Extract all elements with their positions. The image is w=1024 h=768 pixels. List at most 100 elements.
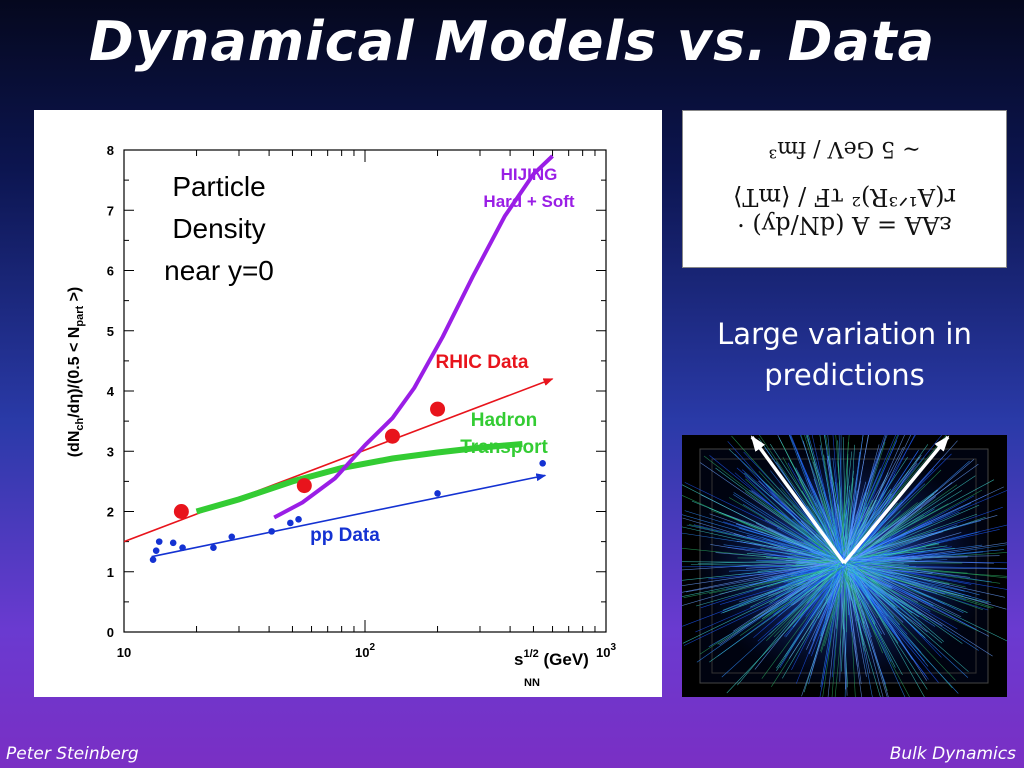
- particle-track: [845, 563, 926, 639]
- pp-data-point: [287, 519, 294, 527]
- rhic-fit-arrow: [123, 378, 554, 543]
- x-tick-label: 102: [355, 642, 375, 660]
- particle-track: [846, 564, 1007, 569]
- particle-track: [844, 556, 968, 561]
- pp-data-point: [295, 516, 302, 523]
- particle-track: [703, 455, 848, 567]
- particle-track: [753, 561, 843, 638]
- particle-track: [788, 566, 849, 659]
- hadron-transport-label: Transport: [460, 437, 548, 458]
- particle-track: [750, 559, 846, 608]
- y-axis-label-part: /dη)/(0.5 < N: [66, 327, 83, 418]
- x-axis-label-subscript: NN: [524, 677, 540, 689]
- particle-track: [709, 563, 847, 663]
- particle-track: [733, 492, 845, 564]
- particle-track: [841, 558, 848, 696]
- particle-track: [826, 563, 847, 604]
- y-tick-label: 8: [107, 143, 114, 158]
- x-tick-base: 10: [596, 645, 610, 660]
- pp-data-point: [149, 556, 157, 563]
- particle-track: [717, 561, 847, 657]
- particle-track: [848, 565, 1007, 577]
- particle-track: [824, 567, 849, 646]
- particle-track: [811, 561, 849, 657]
- y-tick-label: 0: [107, 625, 114, 640]
- x-tick-label-group: 10: [117, 645, 131, 660]
- pp-data-point: [152, 547, 160, 554]
- y-tick-label: 6: [107, 264, 114, 279]
- chart-panel: 0 1 2 3 4 5 6 7 8 10 102 103 s1/2 (GeV) NN (dNch/dη)/(…: [34, 110, 662, 697]
- collision-event-display: [682, 435, 1007, 697]
- particle-track: [841, 560, 990, 637]
- particle-track: [845, 490, 1007, 559]
- jet-arrow-right: [842, 435, 950, 565]
- y-axis-label-part: >): [66, 287, 83, 306]
- particle-track: [847, 566, 873, 697]
- rhic-data-label: RHIC Data: [436, 352, 529, 373]
- particle-track: [842, 463, 979, 563]
- y-axis-label: (dNch/dη)/(0.5 < Npart >): [66, 287, 86, 458]
- x-axis-label-part: (GeV): [544, 650, 589, 669]
- x-tick-base: 10: [355, 645, 369, 660]
- particle-track: [848, 542, 936, 568]
- particle-track: [761, 565, 848, 619]
- particle-track: [844, 563, 862, 685]
- particle-track: [844, 559, 977, 630]
- particle-track: [765, 483, 845, 566]
- particle-track: [811, 435, 843, 568]
- particle-track: [691, 500, 841, 562]
- particle-track: [842, 444, 929, 563]
- particle-track: [746, 535, 840, 559]
- particle-track: [845, 561, 920, 584]
- formula-panel: ~ 5 GeV / fm³ εAA = A (dN/dy) · r(A¹ᐟ³R)…: [682, 110, 1007, 268]
- particle-track: [838, 565, 936, 627]
- y-tick-label: 7: [107, 203, 114, 218]
- particle-track: [828, 564, 841, 609]
- particle-track: [684, 482, 843, 559]
- particle-track: [697, 559, 840, 564]
- x-axis-label: s1/2 (GeV): [514, 648, 589, 669]
- particle-track: [803, 563, 845, 693]
- formula-energy-density-equation: εAA = A (dN/dy) · r(A¹ᐟ³R)² τF / ⟨mT⟩: [732, 183, 957, 239]
- particle-track: [847, 451, 919, 559]
- particle-track: [837, 504, 850, 562]
- particle-track: [795, 558, 847, 684]
- y-tick-label: 5: [107, 324, 114, 339]
- particle-track: [846, 564, 969, 672]
- particle-track: [759, 558, 846, 582]
- particle-track: [841, 435, 897, 561]
- particle-track: [693, 524, 841, 561]
- particle-track: [682, 495, 840, 567]
- particle-track: [731, 435, 847, 565]
- x-tick-label: 103: [596, 642, 616, 660]
- particle-track: [795, 467, 846, 563]
- particle-track: [766, 554, 847, 561]
- note-line-2: predictions: [764, 358, 925, 392]
- particle-track: [847, 559, 925, 697]
- particle-track: [841, 493, 935, 563]
- particle-track: [841, 567, 980, 632]
- particle-track: [842, 561, 885, 635]
- particle-track: [817, 565, 845, 619]
- pp-data-point: [169, 539, 177, 547]
- footer-topic: Bulk Dynamics: [889, 744, 1016, 764]
- particle-track: [682, 559, 847, 593]
- particle-track: [847, 496, 936, 566]
- particle-track: [840, 506, 868, 564]
- particle-track: [755, 523, 843, 567]
- particle-track: [744, 472, 844, 562]
- particle-track: [845, 565, 969, 678]
- pp-fit-arrow: [151, 473, 547, 558]
- pp-data-point: [155, 538, 163, 545]
- particle-track: [839, 566, 910, 697]
- rhic-data-point: [296, 478, 312, 494]
- particle-track: [737, 558, 844, 686]
- pp-data-point: [228, 533, 236, 541]
- particle-track: [820, 567, 842, 687]
- particle-track: [827, 435, 841, 563]
- hijing-curve: [273, 154, 554, 520]
- mirrored-formula: ~ 5 GeV / fm³ εAA = A (dN/dy) · r(A¹ᐟ³R)…: [683, 111, 1006, 267]
- y-axis-label-part: ch: [74, 417, 86, 430]
- x-tick-exponent: 3: [610, 642, 616, 653]
